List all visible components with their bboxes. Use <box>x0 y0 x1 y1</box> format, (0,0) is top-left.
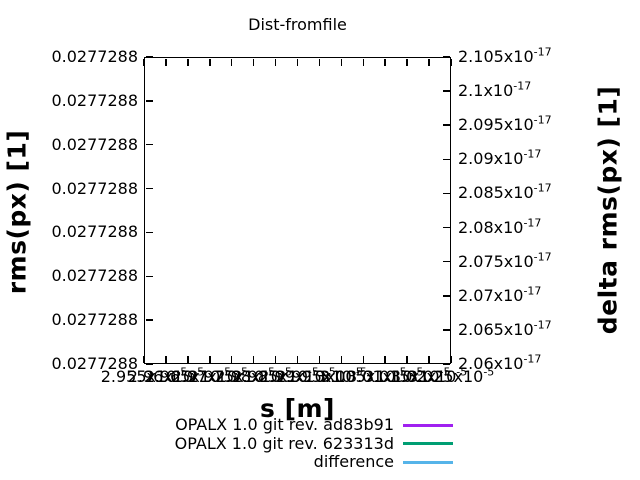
x-tick-mark-top <box>296 58 299 66</box>
chart-title: Dist-fromfile <box>248 15 347 34</box>
legend-label: OPALX 1.0 git rev. 623313d <box>174 433 394 453</box>
x-tick-mark-bottom <box>165 355 167 363</box>
legend-line-swatch <box>403 423 453 427</box>
y-right-tick-mark <box>442 260 450 263</box>
y-right-tick-mark <box>442 90 450 92</box>
y-right-tick-mark <box>442 363 450 365</box>
x-tick-mark-bottom <box>384 355 386 363</box>
y-right-tick-label: 2.07x10-17 <box>458 284 542 305</box>
legend-label: OPALX 1.0 git rev. ad83b91 <box>175 415 394 434</box>
x-tick-mark-top <box>340 58 343 66</box>
y-left-tick-mark <box>145 231 153 234</box>
y-left-tick-label: 0.0277288 <box>51 222 138 242</box>
x-tick-label: 2.96x10-5 <box>127 365 205 386</box>
x-tick-mark-bottom <box>428 355 430 363</box>
x-tick-label: 2.965x10-5 <box>144 365 232 386</box>
y-left-tick-mark <box>145 275 153 278</box>
y-axis-title-left: rms(px) [1] <box>2 129 32 295</box>
x-tick-mark-top <box>318 58 321 66</box>
x-tick-label: 3.025x10-5 <box>407 365 495 386</box>
y-right-tick-label: 2.075x10-17 <box>458 250 552 271</box>
x-tick-mark-top <box>274 58 277 66</box>
y-right-tick-label: 2.105x10-17 <box>458 45 552 66</box>
x-tick-label: 3.015x10-5 <box>363 365 451 386</box>
y-left-tick-label: 0.0277288 <box>51 354 138 373</box>
x-tick-label: 2.975x10-5 <box>188 365 276 386</box>
x-tick-label: 3.01x10-5 <box>346 365 424 386</box>
y-left-tick-label: 0.0277288 <box>51 266 138 286</box>
y-right-tick-label: 2.06x10-17 <box>458 352 542 373</box>
x-tick-mark-bottom <box>252 355 255 363</box>
x-tick-mark-bottom <box>187 355 189 363</box>
x-tick-mark-bottom <box>450 355 452 363</box>
y-left-tick-mark <box>145 187 153 190</box>
legend-line-swatch <box>403 460 453 464</box>
y-right-tick-label: 2.1x10-17 <box>458 79 532 101</box>
y-left-tick-mark <box>145 319 153 321</box>
x-tick-label: 3x10-5 <box>315 365 367 386</box>
y-right-tick-mark <box>442 56 450 58</box>
x-tick-label: 3.005x10-5 <box>319 365 407 386</box>
y-right-tick-mark <box>442 124 450 126</box>
y-left-tick-label: 0.0277288 <box>51 134 138 154</box>
y-right-tick-label: 2.065x10-17 <box>458 318 552 339</box>
x-tick-mark-top <box>428 58 430 66</box>
x-tick-label: 2.97x10-5 <box>171 365 248 386</box>
x-tick-mark-bottom <box>340 355 343 363</box>
y-right-tick-label: 2.08x10-17 <box>458 216 542 237</box>
x-axis-title: s [m] <box>260 394 335 423</box>
x-tick-label: 2.98x10-5 <box>215 365 292 386</box>
x-tick-label: 2.99x10-5 <box>259 365 336 386</box>
y-left-tick-label: 0.0277288 <box>51 90 138 110</box>
y-right-tick-mark <box>442 192 450 195</box>
x-tick-label: 3.02x10-5 <box>390 365 468 386</box>
x-tick-mark-top <box>384 58 386 66</box>
y-left-tick-label: 0.0277288 <box>51 178 138 198</box>
x-tick-mark-bottom <box>274 355 277 363</box>
x-tick-mark-top <box>209 58 211 66</box>
y-left-tick-label: 0.0277288 <box>51 47 138 66</box>
y-right-tick-label: 2.095x10-17 <box>458 113 552 135</box>
y-axis-title-right: delta rms(px) [1] <box>593 85 623 335</box>
legend-line-swatch <box>403 442 453 445</box>
y-right-tick-label: 2.09x10-17 <box>458 148 542 169</box>
x-tick-mark-top <box>406 58 408 66</box>
y-right-tick-mark <box>442 226 450 229</box>
x-tick-mark-bottom <box>143 355 145 363</box>
x-tick-mark-top <box>450 58 452 66</box>
x-tick-mark-bottom <box>406 355 408 363</box>
plot-area <box>144 57 451 364</box>
x-tick-mark-bottom <box>209 355 211 363</box>
y-left-tick-mark <box>145 100 153 102</box>
y-right-tick-mark <box>442 295 450 297</box>
y-right-tick-mark <box>442 158 450 161</box>
x-tick-mark-bottom <box>296 355 299 363</box>
x-tick-mark-bottom <box>318 355 321 363</box>
y-right-tick-mark <box>442 329 450 331</box>
x-tick-mark-top <box>252 58 255 66</box>
y-left-tick-mark <box>145 143 153 146</box>
x-tick-label: 2.985x10-5 <box>232 365 319 386</box>
x-tick-mark-top <box>362 58 365 66</box>
y-left-tick-label: 0.0277288 <box>51 310 138 330</box>
x-tick-mark-bottom <box>362 355 365 363</box>
x-tick-mark-top <box>165 58 167 66</box>
y-right-tick-label: 2.085x10-17 <box>458 182 552 203</box>
x-tick-mark-top <box>230 58 233 66</box>
y-left-tick-mark <box>145 56 153 58</box>
y-left-tick-mark <box>145 363 153 365</box>
x-tick-mark-top <box>187 58 189 66</box>
legend-label: difference <box>313 452 394 471</box>
x-tick-mark-bottom <box>230 355 233 363</box>
x-tick-label: 2.955x10-5 <box>100 365 188 386</box>
x-tick-label: 2.995x10-5 <box>276 365 363 386</box>
x-tick-mark-top <box>143 58 145 66</box>
